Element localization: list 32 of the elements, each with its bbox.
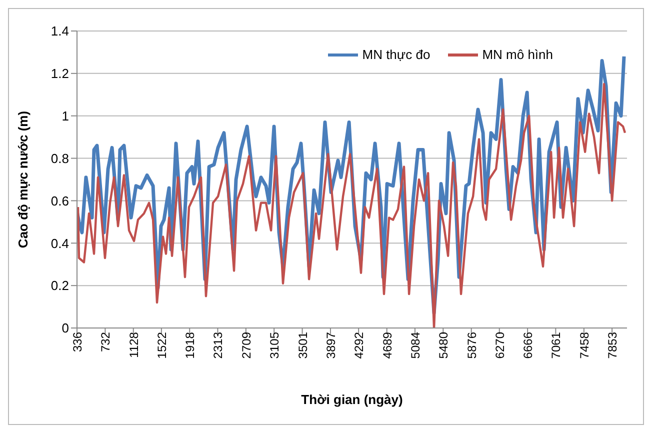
x-tick-label: 7853 xyxy=(606,332,620,359)
x-tick-label: 7061 xyxy=(549,332,564,359)
x-tick-label: 732 xyxy=(98,332,113,352)
x-tick-label: 3501 xyxy=(296,332,310,359)
y-tick-label: 0.6 xyxy=(50,193,69,208)
y-tick-label: 0.8 xyxy=(50,150,69,166)
x-tick-label: 5084 xyxy=(408,332,422,359)
y-tick-label: 0 xyxy=(62,320,69,336)
x-tick-label: 4292 xyxy=(352,332,366,359)
y-tick-label: 1.4 xyxy=(50,24,69,39)
x-tick-label: 336 xyxy=(70,332,85,352)
x-tick-label: 2313 xyxy=(211,332,226,359)
x-tick-label: 1918 xyxy=(183,332,198,359)
y-tick-label: 1.2 xyxy=(50,66,69,82)
legend-label: MN mô hình xyxy=(482,47,553,62)
y-axis-title: Cao độ mực nước (m) xyxy=(16,110,31,248)
x-tick-label: 2709 xyxy=(239,332,254,359)
x-tick-label: 4689 xyxy=(380,332,394,359)
x-tick-label: 6270 xyxy=(492,332,507,359)
x-tick-label: 5480 xyxy=(436,332,451,359)
x-tick-label: 6666 xyxy=(521,332,536,359)
y-tick-label: 1 xyxy=(62,108,69,124)
x-tick-label: 7458 xyxy=(577,332,592,359)
y-tick-label: 0.2 xyxy=(50,278,69,294)
x-tick-label: 3105 xyxy=(268,332,282,359)
x-tick-label: 5876 xyxy=(464,332,479,359)
x-axis-title: Thời gian (ngày) xyxy=(301,392,403,407)
y-tick-label: 0.4 xyxy=(50,236,69,251)
legend-label: MN thực đo xyxy=(362,47,430,62)
x-tick-label: 1128 xyxy=(126,332,141,358)
x-tick-label: 1522 xyxy=(154,332,169,359)
x-tick-label: 3897 xyxy=(324,332,338,359)
